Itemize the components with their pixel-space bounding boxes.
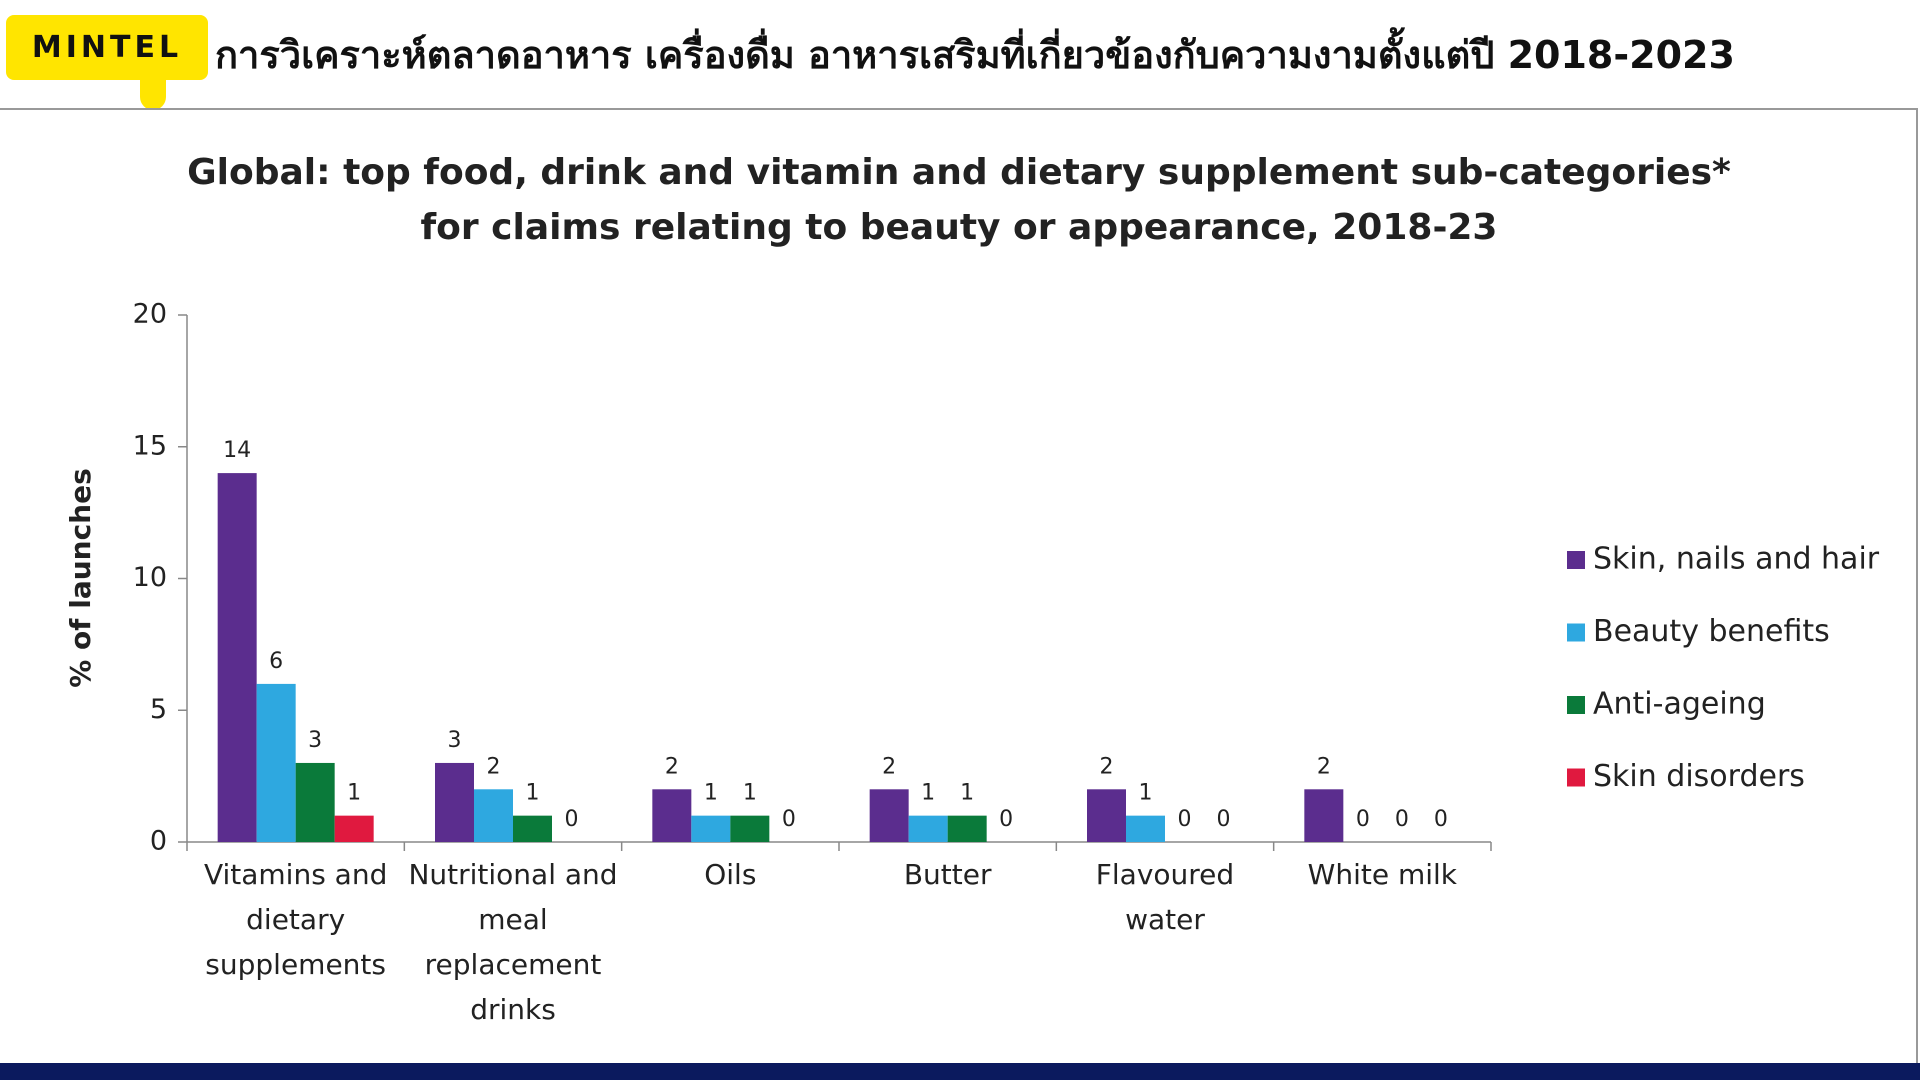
bar: [217, 473, 257, 842]
bar: [435, 762, 474, 842]
chart-title: for claims relating to beauty or appeara…: [421, 207, 1498, 248]
data-label: 6: [269, 649, 283, 674]
bar: [869, 789, 909, 842]
x-tick-label: White milk: [1307, 858, 1458, 891]
x-tick-label: Flavoured water: [1095, 858, 1235, 936]
legend-swatch: [1567, 768, 1585, 787]
data-label: 1: [526, 781, 540, 806]
data-label: 0: [1434, 807, 1448, 832]
x-tick-label: Butter: [903, 858, 992, 891]
bar: [947, 815, 987, 842]
bar: [1087, 789, 1126, 842]
bar: [474, 789, 513, 842]
legend-label: Skin, nails and hair: [1593, 542, 1880, 577]
bar: [295, 762, 335, 842]
logo: MINTEL: [6, 15, 208, 80]
data-label: 0: [999, 807, 1013, 832]
data-label: 1: [347, 781, 361, 806]
data-label: 1: [921, 781, 935, 806]
bar: [691, 815, 731, 842]
y-tick-label: 0: [150, 826, 167, 857]
legend-label: Beauty benefits: [1593, 614, 1830, 649]
chart-title: Global: top food, drink and vitamin and …: [187, 152, 1731, 193]
legend-swatch: [1567, 623, 1585, 642]
data-label: 1: [960, 781, 974, 806]
bar: [652, 789, 692, 842]
bar: [256, 683, 296, 842]
logo-decoration: [140, 80, 166, 110]
bar: [334, 815, 374, 842]
bar: [730, 815, 770, 842]
data-label: 1: [743, 781, 757, 806]
bar: [1304, 789, 1344, 842]
bar: [513, 815, 552, 842]
data-label: 0: [1178, 807, 1192, 832]
bar: [1126, 815, 1165, 842]
x-tick-label: Nutritional and meal replacement drinks: [408, 858, 618, 1026]
y-tick-label: 5: [150, 694, 167, 725]
x-tick-label: Oils: [704, 858, 757, 891]
legend-label: Skin disorders: [1593, 759, 1805, 794]
bar: [908, 815, 948, 842]
data-label: 0: [565, 807, 579, 832]
legend-swatch: [1567, 551, 1585, 569]
data-label: 2: [487, 754, 501, 779]
data-label: 0: [1395, 807, 1409, 832]
data-label: 0: [1217, 807, 1231, 832]
data-label: 2: [882, 754, 896, 779]
data-label: 3: [308, 728, 322, 753]
x-tick-label: Vitamins and dietary supplements: [203, 858, 388, 981]
y-tick-label: 20: [133, 299, 167, 330]
legend-swatch: [1567, 696, 1585, 714]
data-label: 2: [1317, 754, 1331, 779]
data-label: 2: [1100, 754, 1114, 779]
header-title: การวิเคราะห์ตลาดอาหาร เครื่องดื่ม อาหารเ…: [215, 33, 1735, 77]
data-label: 2: [665, 754, 679, 779]
data-label: 3: [448, 728, 462, 753]
y-tick-label: 10: [133, 562, 167, 593]
data-label: 0: [782, 807, 796, 832]
data-label: 1: [704, 781, 718, 806]
footer-bar: [0, 1063, 1920, 1080]
y-tick-label: 15: [133, 430, 167, 461]
legend-label: Anti-ageing: [1593, 687, 1766, 722]
data-label: 0: [1356, 807, 1370, 832]
data-label: 1: [1139, 781, 1153, 806]
y-axis-label: % of launches: [64, 468, 97, 688]
data-label: 14: [223, 438, 251, 463]
